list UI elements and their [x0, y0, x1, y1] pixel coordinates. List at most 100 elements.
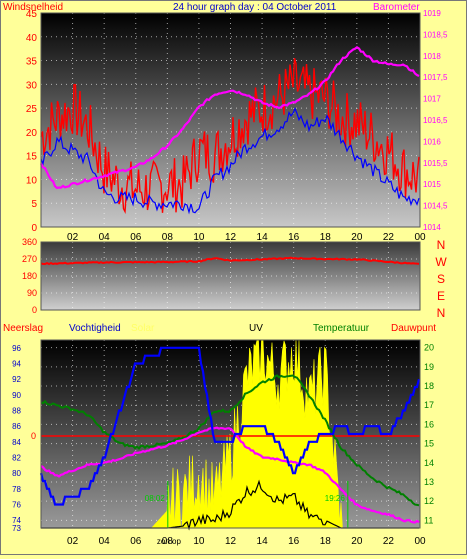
temperature-tick-label: 13 — [424, 477, 434, 487]
sunrise-time-label: 08:02 — [145, 494, 166, 503]
temperature-tick-label: 12 — [424, 496, 434, 506]
humidity-tick-label: 90 — [12, 391, 21, 400]
temperature-tick-label: 16 — [424, 419, 434, 429]
temperature-tick-label: 11 — [424, 515, 433, 525]
top-right-tick-label: 1019 — [423, 9, 441, 18]
top-x-tick-label: 04 — [99, 232, 111, 243]
bottom-x-tick-label: 14 — [257, 536, 269, 547]
compass-label: N — [437, 238, 446, 252]
wind-speed-label: Windsnelheid — [3, 2, 64, 13]
temperature-line — [40, 374, 420, 507]
top-x-tick-label: 08 — [162, 232, 174, 243]
temperature-tick-label: 15 — [424, 439, 434, 449]
humidity-tick-label: 86 — [12, 422, 21, 431]
compass-label: S — [437, 272, 445, 286]
humidity-tick-label: 88 — [12, 407, 21, 416]
top-x-tick-label: 00 — [414, 232, 426, 243]
bottom-x-tick-label: 02 — [67, 536, 79, 547]
temperature-tick-label: 14 — [424, 458, 434, 468]
humidity-tick-label: 78 — [12, 485, 21, 494]
top-right-tick-label: 1014 — [423, 223, 441, 232]
temperature-tick-label: 20 — [424, 343, 434, 353]
top-left-tick-label: 20 — [26, 128, 38, 139]
top-plot-area — [41, 13, 420, 227]
top-x-tick-label: 22 — [383, 232, 395, 243]
top-left-tick-label: 25 — [26, 104, 38, 115]
wind-average-line — [40, 106, 420, 215]
humidity-tick-label: 84 — [12, 438, 21, 447]
top-x-tick-label: 02 — [67, 232, 79, 243]
top-left-tick-label: 45 — [26, 9, 38, 20]
top-right-tick-label: 1017,5 — [423, 73, 448, 82]
bottom-x-tick-label: 04 — [99, 536, 111, 547]
bottom-x-tick-label: 10 — [193, 536, 205, 547]
bottom-x-tick-label: 12 — [225, 536, 237, 547]
top-left-tick-label: 15 — [26, 152, 38, 163]
rain-zero-label: 0 — [31, 431, 36, 441]
top-left-tick-label: 35 — [26, 57, 38, 68]
direction-plot-border — [40, 241, 421, 311]
top-x-tick-label: 20 — [351, 232, 363, 243]
rain-label: Neerslag — [3, 323, 44, 334]
compass-label: E — [437, 289, 445, 303]
sunrise-label: zon op — [157, 537, 182, 546]
wind-direction-line — [40, 256, 420, 266]
direction-tick-label: 0 — [32, 305, 37, 315]
humidity-tick-label: 92 — [12, 375, 21, 384]
top-left-tick-label: 0 — [31, 223, 37, 234]
dewpoint-label: Dauwpunt — [391, 323, 437, 334]
uv-label: UV — [249, 323, 263, 334]
top-right-tick-label: 1016 — [423, 137, 441, 146]
top-x-tick-label: 14 — [257, 232, 269, 243]
solar-label: Solar — [131, 323, 155, 334]
barometer-line — [40, 45, 420, 190]
direction-tick-label: 270 — [22, 254, 37, 264]
bottom-plot-border — [40, 339, 421, 529]
top-right-tick-label: 1014,5 — [423, 202, 448, 211]
humidity-label: Vochtigheid — [69, 323, 121, 334]
humidity-tick-label: 96 — [12, 344, 21, 353]
humidity-tick-label: 94 — [12, 360, 21, 369]
humidity-line — [39, 346, 421, 506]
temperature-tick-label: 18 — [424, 381, 434, 391]
top-right-tick-label: 1017 — [423, 95, 441, 104]
bottom-x-tick-label: 16 — [288, 536, 300, 547]
direction-tick-label: 180 — [22, 271, 37, 281]
temperature-label: Temperatuur — [313, 323, 370, 334]
top-x-tick-label: 12 — [225, 232, 237, 243]
direction-tick-label: 360 — [22, 237, 37, 247]
top-right-tick-label: 1016,5 — [423, 116, 448, 125]
top-right-tick-label: 1015,5 — [423, 159, 448, 168]
top-chart-title: 24 hour graph day : 04 October 2011 — [173, 2, 337, 13]
top-left-tick-label: 10 — [26, 175, 38, 186]
bottom-x-tick-label: 20 — [351, 536, 363, 547]
bottom-x-tick-label: 08 — [162, 536, 174, 547]
top-x-tick-label: 18 — [320, 232, 332, 243]
humidity-tick-label: 74 — [12, 516, 21, 525]
humidity-tick-label: 80 — [12, 469, 21, 478]
compass-label: W — [435, 255, 447, 269]
top-right-tick-label: 1018,5 — [423, 30, 448, 39]
barometer-label: Barometer — [373, 2, 420, 13]
compass-label: N — [437, 306, 446, 320]
humidity-tick-label: 76 — [12, 501, 21, 510]
bottom-x-tick-label: 22 — [383, 536, 395, 547]
top-right-tick-label: 1018 — [423, 52, 441, 61]
top-x-tick-label: 16 — [288, 232, 300, 243]
top-x-tick-label: 10 — [193, 232, 205, 243]
top-left-tick-label: 5 — [31, 199, 37, 210]
direction-tick-label: 90 — [27, 288, 37, 298]
top-left-tick-label: 30 — [26, 80, 38, 91]
sunset-time-label: 19:26 — [325, 494, 346, 503]
temperature-tick-label: 17 — [424, 400, 434, 410]
humidity-tick-label: 73 — [12, 524, 21, 533]
top-x-tick-label: 06 — [130, 232, 142, 243]
bottom-x-tick-label: 00 — [414, 536, 426, 547]
bottom-x-tick-label: 06 — [130, 536, 142, 547]
top-left-tick-label: 40 — [26, 33, 38, 44]
bottom-x-tick-label: 18 — [320, 536, 332, 547]
top-plot-border — [40, 12, 421, 228]
wind-speed-line — [40, 58, 420, 214]
